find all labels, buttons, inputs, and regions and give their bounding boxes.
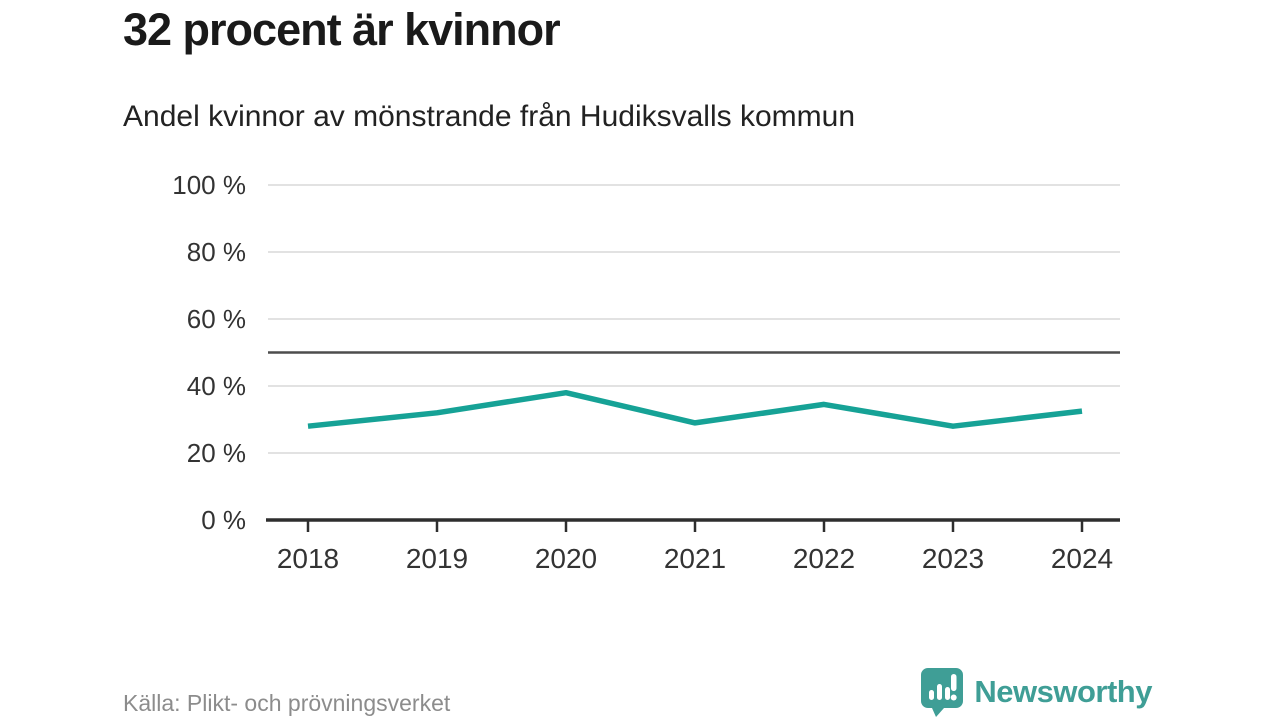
x-tick-label-2023: 2023 — [922, 543, 984, 574]
y-tick-label-20: 20 % — [187, 438, 246, 468]
x-tick-label-2024: 2024 — [1051, 543, 1113, 574]
x-tick-label-2018: 2018 — [277, 543, 339, 574]
y-tick-label-100: 100 % — [172, 170, 246, 200]
x-tick-label-2019: 2019 — [406, 543, 468, 574]
newsworthy-logo: Newsworthy — [920, 666, 1152, 718]
chart-title: 32 procent är kvinnor — [123, 4, 561, 55]
y-tick-label-0: 0 % — [201, 505, 246, 535]
chart-subtitle: Andel kvinnor av mönstrande från Hudiksv… — [123, 100, 855, 133]
line-chart-svg: 0 % 20 % 40 % 60 % 80 % 100 % 2018 2019 2020 2021… — [172, 170, 1120, 574]
newsworthy-bubble-icon — [921, 668, 964, 717]
x-tick-label-2021: 2021 — [664, 543, 726, 574]
data-line-andel-kvinnor — [307, 389, 1083, 429]
source-note: Källa: Plikt- och prövningsverket — [123, 690, 451, 716]
newsworthy-wordmark: Newsworthy — [974, 674, 1152, 709]
x-tick-label-2020: 2020 — [535, 543, 597, 574]
x-tick-label-2022: 2022 — [793, 543, 855, 574]
y-tick-label-40: 40 % — [187, 371, 246, 401]
y-tick-label-80: 80 % — [187, 237, 246, 267]
line-chart: 0 % 20 % 40 % 60 % 80 % 100 % 2018 2019 2020 2021… — [0, 150, 1280, 610]
y-tick-label-60: 60 % — [187, 304, 246, 334]
